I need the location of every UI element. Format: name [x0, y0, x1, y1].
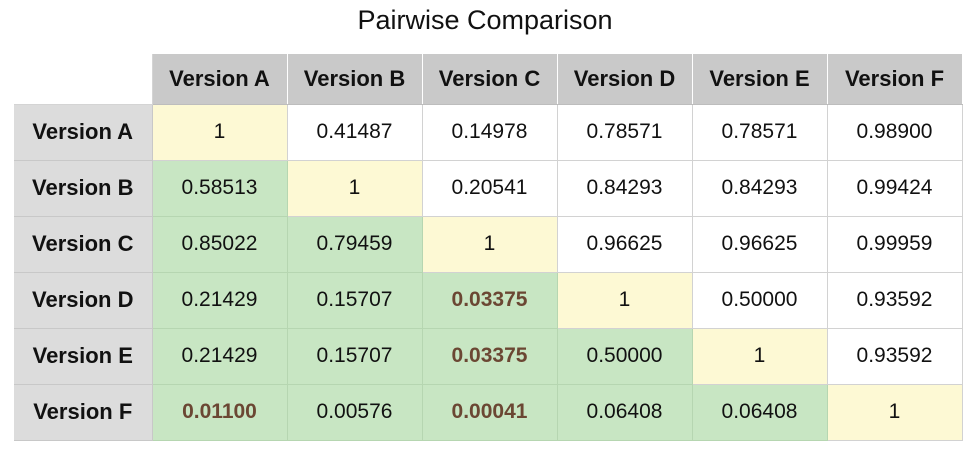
matrix-cell: 0.99959: [827, 216, 963, 273]
row-header: Version A: [14, 104, 153, 161]
matrix-cell: 0.50000: [557, 328, 693, 385]
matrix-cell: 0.84293: [692, 160, 828, 217]
table-row: Version B 0.58513 1 0.20541 0.84293 0.84293 0.…: [14, 160, 963, 217]
matrix-cell: 0.03375: [422, 328, 558, 385]
column-header: Version E: [692, 54, 828, 105]
table-row: Version D 0.21429 0.15707 0.03375 1 0.50000 0.…: [14, 272, 963, 329]
matrix-cell: 1: [692, 328, 828, 385]
matrix-cell: 0.99424: [827, 160, 963, 217]
column-header: Version D: [557, 54, 693, 105]
matrix-cell: 1: [422, 216, 558, 273]
column-header: Version A: [152, 54, 288, 105]
matrix-cell: 0.00576: [287, 384, 423, 441]
matrix-cell: 0.21429: [152, 328, 288, 385]
table-row: Version C 0.85022 0.79459 1 0.96625 0.96625 0.…: [14, 216, 963, 273]
matrix-cell: 0.41487: [287, 104, 423, 161]
matrix-cell: 1: [287, 160, 423, 217]
header-row: Version A Version B Version C Version D …: [14, 54, 963, 105]
chart-title: Pairwise Comparison: [357, 5, 613, 35]
table-row: Version E 0.21429 0.15707 0.03375 0.50000 1 0.…: [14, 328, 963, 385]
matrix-cell: 0.14978: [422, 104, 558, 161]
matrix-cell: 1: [827, 384, 963, 441]
comparison-matrix: Version A Version B Version C Version D …: [14, 54, 963, 441]
matrix-cell: 0.98900: [827, 104, 963, 161]
matrix-cell: 0.15707: [287, 272, 423, 329]
matrix-cell: 0.03375: [422, 272, 558, 329]
matrix-cell: 1: [152, 104, 288, 161]
row-header: Version C: [14, 216, 153, 273]
row-header: Version D: [14, 272, 153, 329]
matrix-cell: 0.78571: [557, 104, 693, 161]
matrix-cell: 0.79459: [287, 216, 423, 273]
column-header: Version C: [422, 54, 558, 105]
table-row: Version F 0.01100 0.00576 0.00041 0.06408 0.0…: [14, 384, 963, 441]
matrix-cell: 1: [557, 272, 693, 329]
matrix-cell: 0.96625: [557, 216, 693, 273]
matrix-cell: 0.58513: [152, 160, 288, 217]
matrix-cell: 0.85022: [152, 216, 288, 273]
matrix-cell: 0.15707: [287, 328, 423, 385]
matrix-cell: 0.00041: [422, 384, 558, 441]
matrix-cell: 0.21429: [152, 272, 288, 329]
matrix-cell: 0.06408: [692, 384, 828, 441]
column-header: Version F: [827, 54, 963, 105]
matrix-cell: 0.84293: [557, 160, 693, 217]
matrix-cell: 0.93592: [827, 272, 963, 329]
row-header: Version B: [14, 160, 153, 217]
row-header: Version E: [14, 328, 153, 385]
corner-cell: [14, 54, 153, 105]
table-row: Version A 1 0.41487 0.14978 0.78571 0.78571 0.…: [14, 104, 963, 161]
matrix-body: Version A 1 0.41487 0.14978 0.78571 0.78571 0.…: [14, 104, 963, 441]
matrix-cell: 0.06408: [557, 384, 693, 441]
matrix-cell: 0.96625: [692, 216, 828, 273]
row-header: Version F: [14, 384, 153, 441]
matrix-cell: 0.01100: [152, 384, 288, 441]
matrix-cell: 0.93592: [827, 328, 963, 385]
column-header: Version B: [287, 54, 423, 105]
matrix-cell: 0.20541: [422, 160, 558, 217]
matrix-cell: 0.78571: [692, 104, 828, 161]
matrix-cell: 0.50000: [692, 272, 828, 329]
